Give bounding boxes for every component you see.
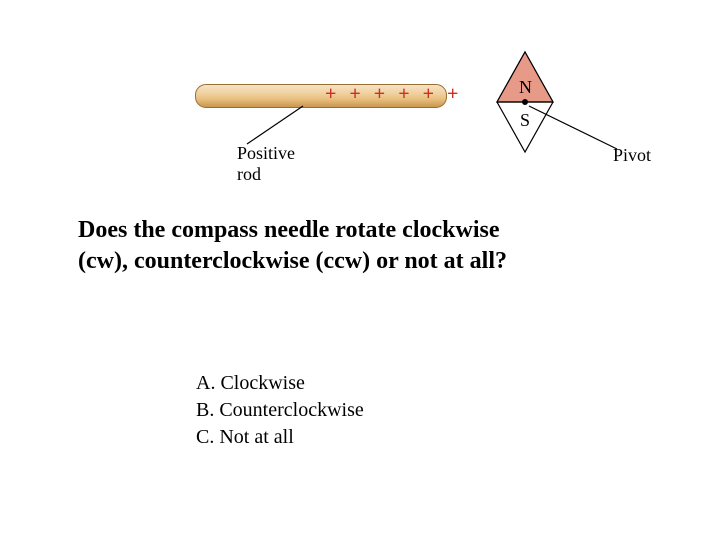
question-line2: (cw), counterclockwise (ccw) or not at a…: [78, 248, 507, 274]
option-b: B. Counterclockwise: [196, 397, 364, 424]
callout-pivot: Pivot: [613, 145, 651, 166]
diagram-area: + + + + + + N S Positive rod Pivot: [195, 60, 655, 180]
rod-plus-symbols: + + + + + +: [325, 83, 462, 106]
callout-positive-line2: rod: [237, 164, 261, 184]
callout-positive-line1: Positive: [237, 143, 295, 163]
compass-north-label: N: [519, 77, 532, 98]
question-text: Does the compass needle rotate clockwise…: [78, 215, 507, 277]
question-line1: Does the compass needle rotate clockwise: [78, 217, 499, 243]
option-a: A. Clockwise: [196, 370, 364, 397]
callout-positive-rod: Positive rod: [237, 143, 295, 184]
answer-options: A. Clockwise B. Counterclockwise C. Not …: [196, 370, 364, 451]
option-c: C. Not at all: [196, 424, 364, 451]
